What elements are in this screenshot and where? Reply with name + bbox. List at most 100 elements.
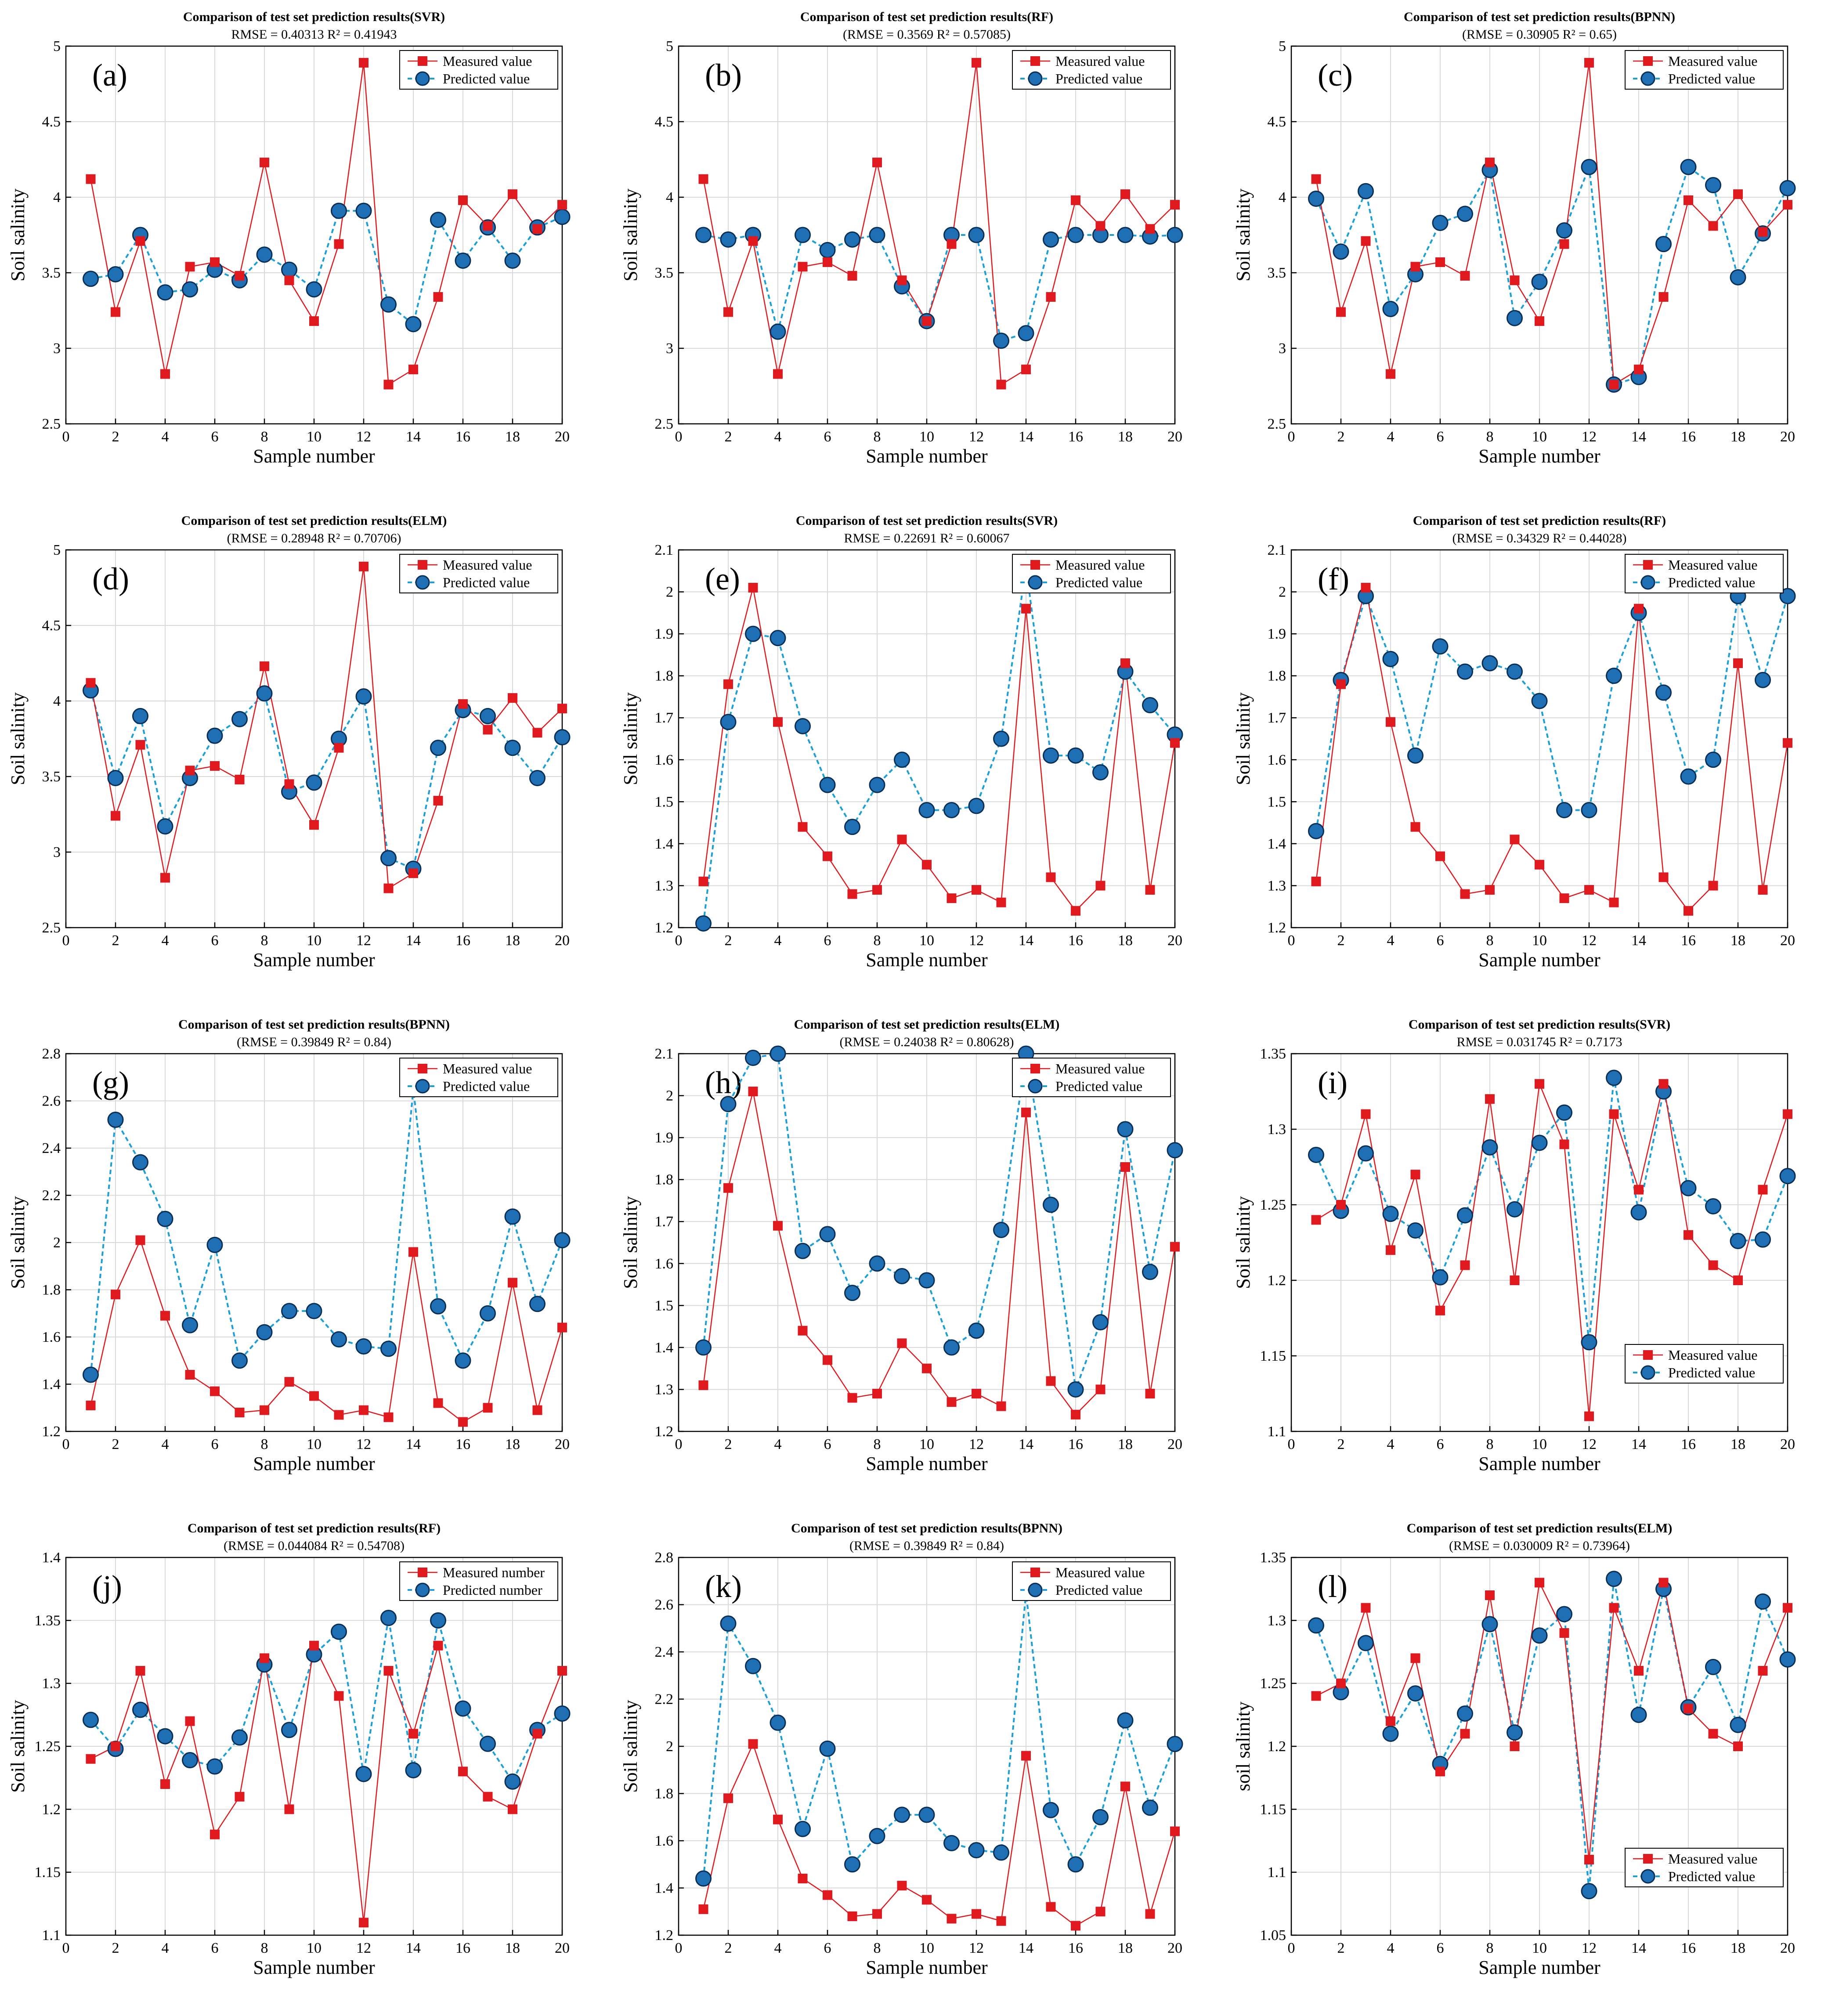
y-tick-label: 5	[666, 38, 673, 54]
x-tick-label: 20	[555, 1940, 570, 1956]
predicted-point	[405, 316, 422, 332]
predicted-point	[554, 209, 571, 225]
y-axis-label: Soil salinity	[1232, 188, 1254, 281]
measured-point	[1535, 860, 1544, 870]
predicted-point	[380, 850, 397, 867]
chart-svg: Comparison of test set prediction result…	[620, 513, 1183, 971]
predicted-point	[720, 231, 737, 248]
y-tick-label: 3.5	[1268, 265, 1286, 281]
chart-svg: Comparison of test set prediction result…	[7, 513, 571, 971]
x-tick-label: 20	[1780, 1436, 1795, 1452]
x-tick-label: 14	[406, 932, 421, 949]
predicted-point	[231, 711, 248, 727]
x-tick-label: 4	[774, 932, 782, 949]
chart-svg: Comparison of test set prediction result…	[7, 1017, 571, 1474]
measured-point	[1435, 1767, 1445, 1777]
predicted-point	[355, 688, 372, 705]
chart-svg: Comparison of test set prediction result…	[620, 10, 1183, 467]
measured-point	[260, 157, 269, 167]
y-tick-label: 3	[53, 340, 61, 357]
y-tick-label: 1.4	[42, 1377, 61, 1393]
x-tick-label: 12	[969, 932, 984, 949]
measured-point	[309, 316, 319, 326]
x-tick-label: 12	[969, 1436, 984, 1452]
x-tick-label: 0	[675, 1436, 683, 1452]
y-tick-label: 2.8	[655, 1550, 674, 1566]
measured-point	[1170, 1242, 1180, 1252]
legend-marker-predicted	[1028, 1582, 1043, 1597]
measured-point	[210, 1386, 220, 1396]
x-axis-label: Sample number	[866, 1957, 988, 1978]
x-axis-label: Sample number	[866, 445, 988, 467]
predicted-point	[819, 777, 836, 793]
x-tick-label: 4	[1387, 1940, 1395, 1956]
predicted-point	[1705, 1198, 1721, 1214]
chart-metrics: (RMSE = 0.24038 R² = 0.80628)	[839, 1035, 1014, 1049]
predicted-point	[256, 685, 273, 702]
predicted-point	[504, 740, 521, 756]
legend-marker-predicted	[1640, 71, 1655, 86]
y-axis-label: Soil salinity	[7, 1700, 29, 1792]
y-tick-label: 1.2	[1268, 920, 1286, 936]
predicted-point	[355, 202, 372, 219]
chart-title: Comparison of test set prediction result…	[1409, 1017, 1670, 1032]
legend-label-predicted: Predicted value	[1668, 574, 1755, 590]
y-tick-label: 2.5	[42, 416, 61, 432]
predicted-point	[480, 708, 496, 724]
predicted-point	[1308, 1617, 1324, 1634]
predicted-point	[1457, 206, 1473, 222]
measured-point	[508, 693, 517, 703]
x-tick-label: 14	[1631, 1436, 1646, 1452]
y-tick-label: 2.5	[655, 416, 674, 432]
chart-title: Comparison of test set prediction result…	[791, 1521, 1062, 1535]
legend-label-measured: Measured value	[1055, 1061, 1145, 1077]
x-tick-label: 10	[1532, 1940, 1547, 1956]
measured-point	[823, 257, 832, 267]
legend-label-measured: Measured value	[1668, 557, 1757, 573]
x-tick-label: 18	[1118, 932, 1133, 949]
x-tick-label: 8	[1486, 1940, 1494, 1956]
legend-marker-predicted	[1028, 1079, 1043, 1094]
legend-marker-measured	[418, 1568, 427, 1577]
panel-label: (h)	[705, 1065, 742, 1100]
predicted-point	[1382, 301, 1399, 318]
y-tick-label: 1.35	[1260, 1550, 1286, 1566]
y-tick-label: 1.25	[1260, 1197, 1286, 1213]
predicted-point	[281, 1722, 297, 1738]
legend-marker-measured	[1643, 560, 1653, 570]
measured-point	[947, 1914, 957, 1924]
x-tick-label: 2	[725, 932, 732, 949]
measured-point	[1758, 885, 1768, 895]
x-tick-label: 16	[455, 932, 470, 949]
predicted-point	[182, 281, 198, 298]
predicted-point	[529, 770, 546, 786]
x-tick-label: 0	[62, 932, 70, 949]
y-tick-label: 4	[1279, 189, 1286, 206]
measured-point	[1535, 1578, 1544, 1588]
predicted-point	[306, 281, 322, 298]
measured-point	[698, 876, 708, 886]
legend-marker-measured	[1030, 1568, 1040, 1577]
x-tick-label: 12	[356, 932, 371, 949]
x-tick-label: 16	[1068, 1940, 1083, 1956]
legend-label-predicted: Predicted value	[1055, 574, 1142, 590]
x-tick-label: 2	[1337, 1436, 1345, 1452]
y-tick-label: 1.35	[35, 1612, 61, 1629]
measured-point	[458, 699, 468, 709]
legend-marker-predicted	[415, 1079, 430, 1094]
x-tick-label: 16	[455, 429, 470, 445]
x-tick-label: 2	[725, 1940, 732, 1956]
predicted-point	[504, 1208, 521, 1225]
legend-label-measured: Measured value	[1055, 1564, 1145, 1580]
x-tick-label: 6	[1437, 1940, 1444, 1956]
x-tick-label: 0	[1288, 1940, 1295, 1956]
x-tick-label: 6	[211, 1436, 219, 1452]
y-tick-label: 2.5	[1268, 416, 1286, 432]
predicted-point	[206, 1236, 223, 1253]
measured-point	[972, 1909, 981, 1919]
measured-point	[1708, 881, 1718, 891]
x-tick-label: 4	[1387, 1436, 1395, 1452]
measured-point	[1021, 603, 1031, 614]
measured-point	[260, 1405, 269, 1415]
measured-point	[135, 1235, 145, 1245]
